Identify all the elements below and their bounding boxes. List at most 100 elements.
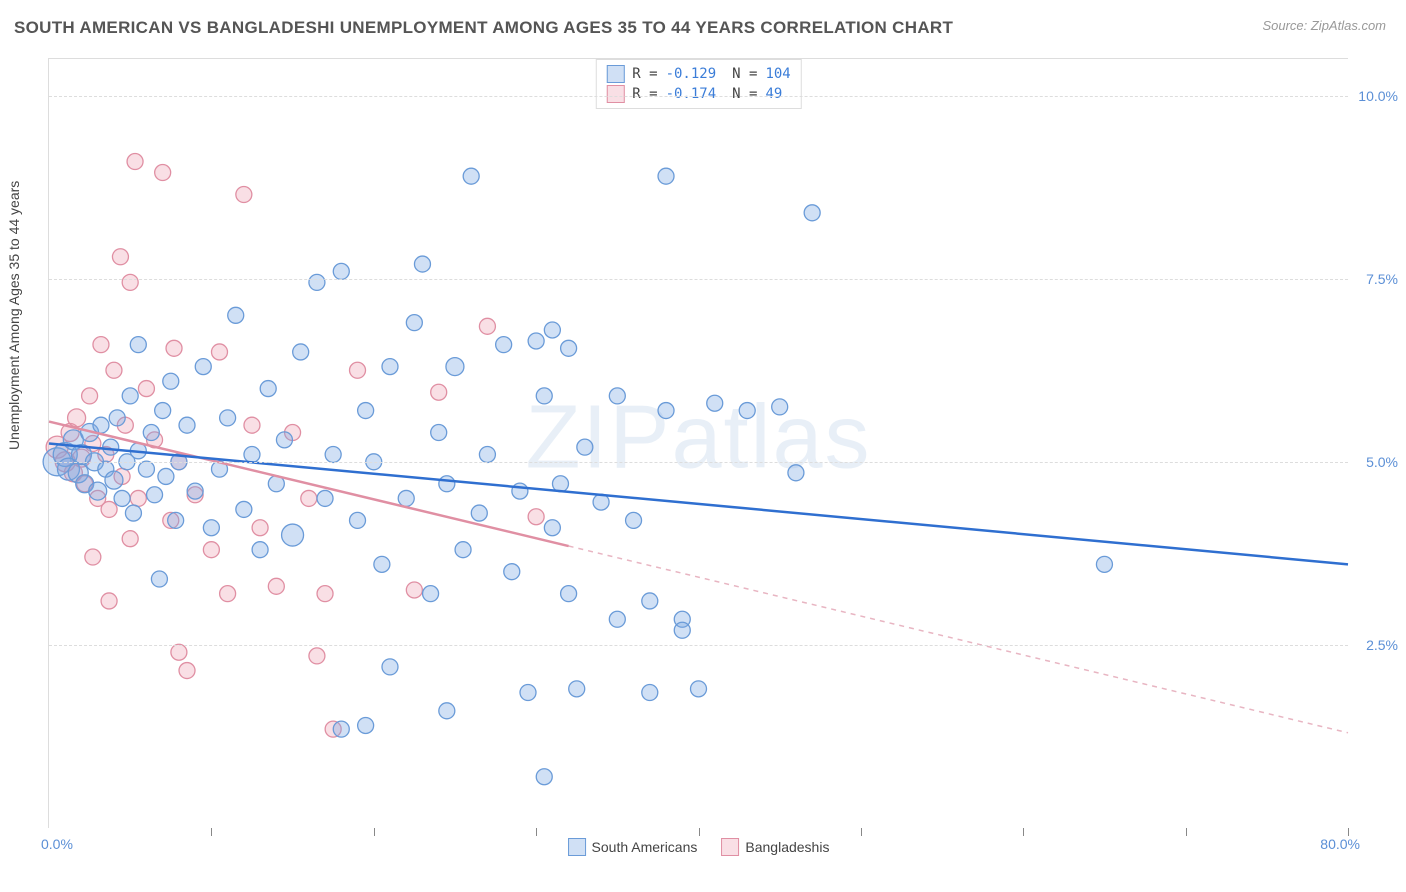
data-point <box>772 399 788 415</box>
x-tick <box>1023 828 1024 836</box>
legend-item-bangladeshis: Bangladeshis <box>721 838 829 856</box>
data-point <box>122 274 138 290</box>
data-point <box>358 717 374 733</box>
data-point <box>358 403 374 419</box>
data-point <box>479 446 495 462</box>
data-point <box>179 417 195 433</box>
data-point <box>151 571 167 587</box>
data-point <box>350 512 366 528</box>
x-max-label: 80.0% <box>1320 836 1360 852</box>
data-point <box>471 505 487 521</box>
x-tick <box>699 828 700 836</box>
data-point <box>398 490 414 506</box>
data-point <box>561 340 577 356</box>
data-point <box>252 520 268 536</box>
data-point <box>122 531 138 547</box>
data-point <box>220 410 236 426</box>
data-point <box>707 395 723 411</box>
data-point <box>446 358 464 376</box>
data-point <box>106 362 122 378</box>
data-point <box>431 384 447 400</box>
data-point <box>804 205 820 221</box>
y-tick-label: 10.0% <box>1352 88 1398 104</box>
x-tick <box>374 828 375 836</box>
data-point <box>626 512 642 528</box>
data-point <box>455 542 471 558</box>
data-point <box>382 659 398 675</box>
legend-item-south-americans: South Americans <box>568 838 698 856</box>
data-point <box>317 586 333 602</box>
swatch-bangladeshis-icon <box>721 838 739 856</box>
data-point <box>536 769 552 785</box>
data-point <box>350 362 366 378</box>
data-point <box>479 318 495 334</box>
data-point <box>195 359 211 375</box>
data-point <box>101 593 117 609</box>
gridline-h <box>49 279 1348 280</box>
trend-line <box>569 546 1348 733</box>
data-point <box>691 681 707 697</box>
data-point <box>439 703 455 719</box>
data-point <box>406 582 422 598</box>
data-point <box>569 681 585 697</box>
data-point <box>93 417 109 433</box>
data-point <box>423 586 439 602</box>
y-tick-label: 7.5% <box>1352 271 1398 287</box>
data-point <box>147 487 163 503</box>
data-point <box>89 482 107 500</box>
data-point <box>163 373 179 389</box>
source-label: Source: ZipAtlas.com <box>1262 18 1386 33</box>
data-point <box>642 593 658 609</box>
data-point <box>609 611 625 627</box>
data-point <box>309 274 325 290</box>
data-point <box>260 381 276 397</box>
data-point <box>112 249 128 265</box>
data-point <box>138 381 154 397</box>
x-tick <box>536 828 537 836</box>
data-point <box>85 549 101 565</box>
data-point <box>561 586 577 602</box>
x-tick <box>1186 828 1187 836</box>
data-point <box>544 322 560 338</box>
data-point <box>406 315 422 331</box>
data-point <box>130 490 146 506</box>
data-point <box>496 337 512 353</box>
data-point <box>512 483 528 499</box>
data-point <box>143 425 159 441</box>
data-point <box>127 154 143 170</box>
data-point <box>125 505 141 521</box>
data-point <box>168 512 184 528</box>
y-tick-label: 5.0% <box>1352 454 1398 470</box>
swatch-south-americans-icon <box>568 838 586 856</box>
data-point <box>109 410 125 426</box>
data-point <box>431 425 447 441</box>
plot-area: ZIPatlas R = -0.129 N = 104 R = -0.174 N… <box>48 58 1348 828</box>
data-point <box>282 524 304 546</box>
x-tick <box>211 828 212 836</box>
data-point <box>220 586 236 602</box>
data-point <box>577 439 593 455</box>
data-point <box>114 490 130 506</box>
data-point <box>301 490 317 506</box>
x-tick <box>1348 828 1349 836</box>
data-point <box>325 446 341 462</box>
data-point <box>93 337 109 353</box>
data-point <box>138 461 154 477</box>
data-point <box>68 409 86 427</box>
x-min-label: 0.0% <box>41 836 73 852</box>
data-point <box>609 388 625 404</box>
data-point <box>520 685 536 701</box>
data-point <box>203 520 219 536</box>
scatter-svg <box>49 59 1348 828</box>
data-point <box>103 439 119 455</box>
data-point <box>674 622 690 638</box>
data-point <box>203 542 219 558</box>
data-point <box>187 483 203 499</box>
data-point <box>642 685 658 701</box>
data-point <box>236 501 252 517</box>
data-point <box>252 542 268 558</box>
data-point <box>244 446 260 462</box>
data-point <box>228 307 244 323</box>
data-point <box>155 165 171 181</box>
data-point <box>536 388 552 404</box>
